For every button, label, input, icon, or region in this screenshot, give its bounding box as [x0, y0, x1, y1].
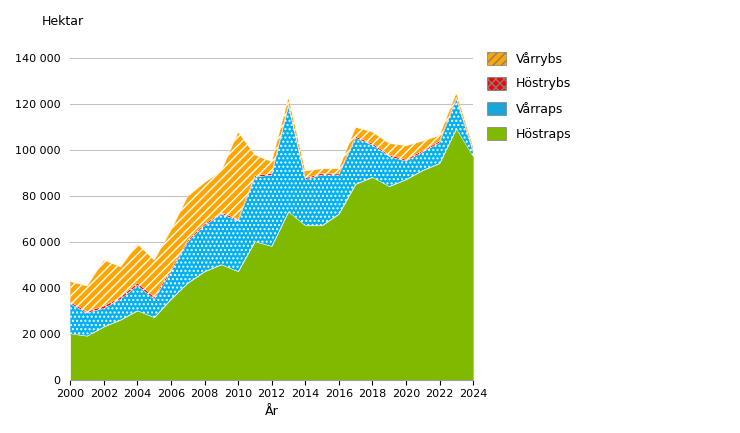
Legend: Vårrybs, Höstrybs, Vårraps, Höstraps: Vårrybs, Höstrybs, Vårraps, Höstraps: [483, 48, 575, 144]
X-axis label: År: År: [265, 405, 279, 418]
Text: Hektar: Hektar: [42, 15, 84, 28]
